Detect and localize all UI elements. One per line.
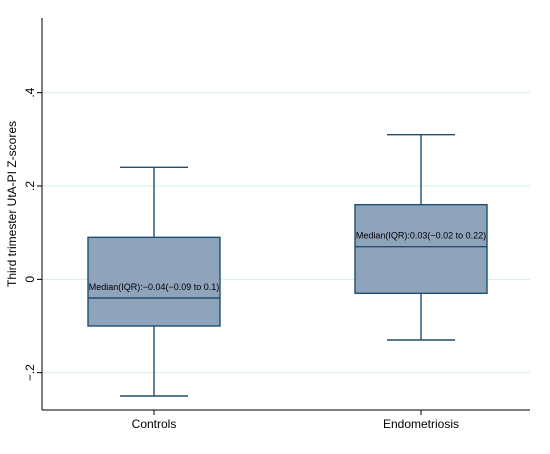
- box-controls: [87, 166, 221, 397]
- y-tick-label: 0: [23, 276, 37, 283]
- y-axis-title: Third trimester UtA-PI Z-scores: [5, 121, 19, 287]
- median-iqr-annotation: Median(IQR):−0.04(−0.09 to 0.1): [89, 282, 220, 292]
- box-endometriosis: [354, 133, 488, 341]
- y-tick-label: .2: [23, 181, 37, 191]
- y-tick-label: −.2: [23, 364, 37, 381]
- iqr-box: [354, 203, 488, 295]
- median-iqr-annotation: Median(IQR):0.03(−0.02 to 0.22): [356, 231, 486, 241]
- box-plot-series: [87, 133, 488, 397]
- axes: [41, 18, 530, 411]
- y-tick-label: .4: [23, 87, 37, 97]
- labels: −.2 0 .2 .4 Median(IQR):−0.04(−0.09 to 0.1) C…: [23, 87, 486, 431]
- x-category-label: Endometriosis: [383, 417, 459, 431]
- iqr-box: [87, 236, 221, 327]
- x-category-label: Controls: [132, 417, 177, 431]
